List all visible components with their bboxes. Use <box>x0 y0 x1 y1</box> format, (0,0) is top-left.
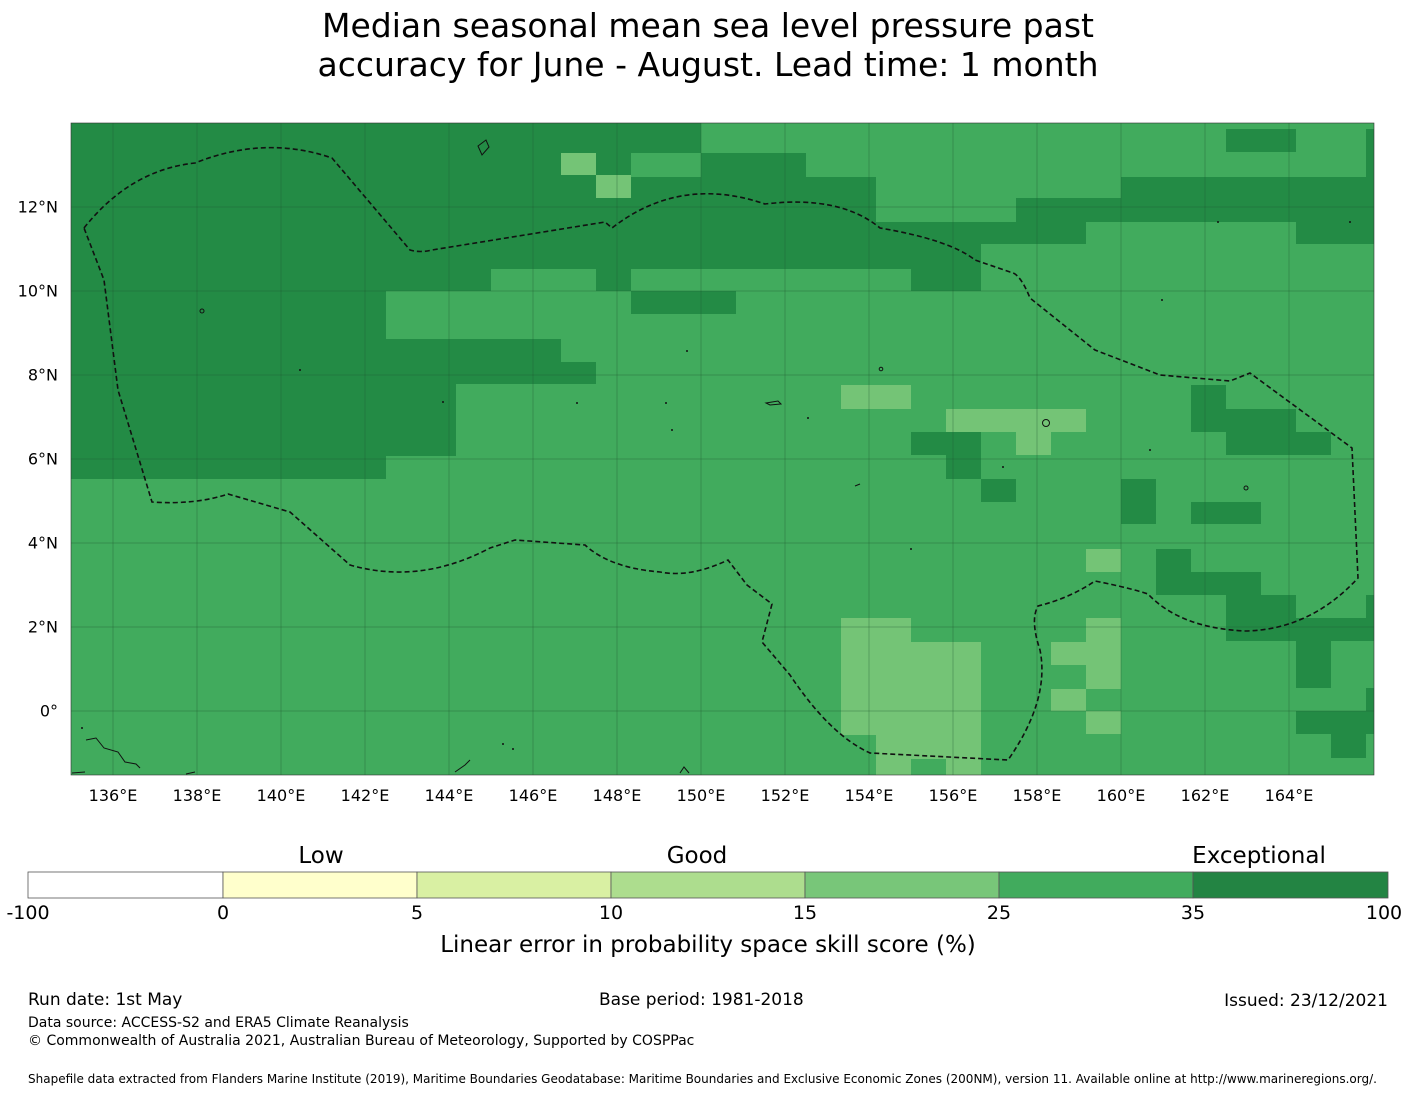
island-chuuk <box>764 400 783 406</box>
island-pohnpei <box>1042 419 1050 427</box>
lon-tick-label: 162°E <box>1180 786 1230 805</box>
graticule <box>71 123 1374 775</box>
lon-tick-label: 138°E <box>172 786 222 805</box>
lon-tick-label: 150°E <box>676 786 726 805</box>
map-title: Median seasonal mean sea level pressure … <box>0 6 1416 84</box>
lon-tick-label: 136°E <box>88 786 138 805</box>
map-frame <box>70 122 1375 776</box>
colorbar-tick: 35 <box>1180 902 1206 924</box>
lon-tick-label: 152°E <box>760 786 810 805</box>
colorbar-segment-1 <box>222 871 418 899</box>
lon-tick-label: 144°E <box>424 786 474 805</box>
colorbar-segment-6 <box>1192 871 1389 899</box>
island-guam <box>477 139 490 156</box>
island-yap <box>199 308 205 314</box>
title-line-1: Median seasonal mean sea level pressure … <box>322 6 1094 45</box>
colorbar-segment-5 <box>998 871 1194 899</box>
island-kosrae <box>854 483 861 487</box>
skill-map <box>70 122 1375 776</box>
title-line-2: accuracy for June - August. Lead time: 1… <box>317 45 1099 84</box>
data-source: Data source: ACCESS-S2 and ERA5 Climate … <box>28 1015 409 1031</box>
lon-tick-label: 146°E <box>508 786 558 805</box>
colorbar-tick: 15 <box>792 902 818 924</box>
lat-tick-label: 10°N <box>17 281 58 301</box>
lon-tick-label: 154°E <box>844 786 894 805</box>
shapefile-credit: Shapefile data extracted from Flanders M… <box>28 1072 1377 1086</box>
category-low: Low <box>298 843 344 869</box>
colorbar-segment-4 <box>804 871 1000 899</box>
category-exceptional: Exceptional <box>1192 843 1326 869</box>
lat-tick-label: 4°N <box>27 533 58 553</box>
lon-tick-label: 148°E <box>592 786 642 805</box>
lon-tick-label: 160°E <box>1096 786 1146 805</box>
lon-tick-label: 158°E <box>1012 786 1062 805</box>
eez-boundary <box>83 146 1359 761</box>
lon-tick-label: 142°E <box>340 786 390 805</box>
colorbar-tick: 25 <box>986 902 1012 924</box>
island-png-coast <box>85 737 141 769</box>
colorbar-segment-2 <box>416 871 612 899</box>
category-good: Good <box>666 843 728 869</box>
base-period: Base period: 1981-2018 <box>599 990 804 1010</box>
light-regions <box>561 153 1121 775</box>
colorbar-tick: 0 <box>216 902 230 924</box>
colorbar-tick: 100 <box>1365 902 1403 924</box>
lat-tick-label: 12°N <box>17 197 58 217</box>
colorbar-tick: 5 <box>410 902 424 924</box>
lon-tick-label: 164°E <box>1264 786 1314 805</box>
colorbar-label: Linear error in probability space skill … <box>440 932 976 958</box>
lat-tick-label: 6°N <box>27 449 58 469</box>
lat-tick-label: 0° <box>39 701 58 721</box>
colorbar-tick: 10 <box>598 902 624 924</box>
colorbar-segment-3 <box>610 871 806 899</box>
issued-date: Issued: 23/12/2021 <box>1224 991 1388 1011</box>
lat-tick-label: 8°N <box>27 365 58 385</box>
lon-tick-label: 140°E <box>256 786 306 805</box>
colorbar-tick: -100 <box>6 902 50 924</box>
colorbar-segment-0 <box>27 871 224 899</box>
islands <box>71 139 1249 775</box>
lon-tick-label: 156°E <box>928 786 978 805</box>
run-date: Run date: 1st May <box>28 990 183 1010</box>
lat-tick-label: 2°N <box>27 617 58 637</box>
copyright: © Commonwealth of Australia 2021, Austra… <box>28 1033 695 1049</box>
